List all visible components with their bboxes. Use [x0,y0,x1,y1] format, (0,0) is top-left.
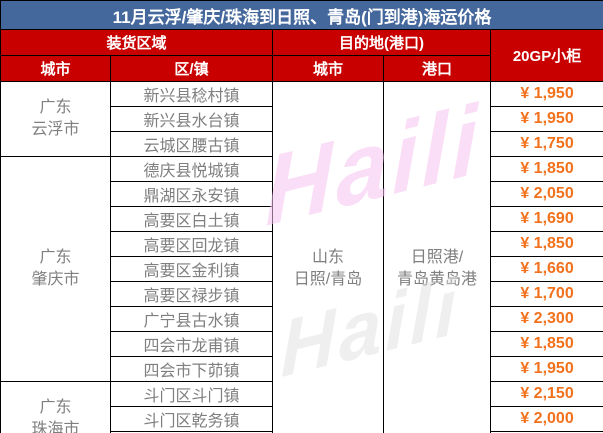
table-row: 云城区腰古镇 ¥ 1,750 [1,131,603,157]
price-cell: ¥ 1,950 [489,106,603,132]
city-cell-zhuhai: 广东 珠海市 [0,381,111,433]
district-cell: 金湾区南水镇 [110,431,273,433]
district-cell: 云城区腰古镇 [110,131,273,157]
header-destination-port: 目的地(港口) [272,29,491,56]
table-row: 高要区金利镇 ¥ 1,660 [1,256,603,282]
price-cell: ¥ 1,850 [489,331,603,357]
price-cell: ¥ 1,750 [489,131,603,157]
table-row: 四会市下茆镇 ¥ 1,950 [1,356,603,382]
district-cell: 四会市下茆镇 [110,356,273,382]
district-cell: 斗门区斗门镇 [110,381,273,407]
price-cell: ¥ 1,950 [489,81,603,107]
title-row: 11月云浮/肇庆/珠海到日照、青岛(门到港)海运价格 [0,0,603,30]
price-cell: ¥ 1,690 [489,206,603,232]
district-cell: 高要区金利镇 [110,256,273,282]
district-cell: 高要区回龙镇 [110,231,273,257]
table-row: 广东 珠海市 斗门区斗门镇 ¥ 2,150 [0,381,603,433]
price-cell: ¥ 2,050 [489,181,603,207]
price-cell: ¥ 1,700 [489,281,603,307]
price-cell: ¥ 1,950 [489,356,603,382]
destination-port-cell: 日照港/ 青岛黄岛港 [383,81,491,433]
city-cell-zhaoqing: 广东 肇庆市 [0,156,111,382]
table-row: 广东 云浮市 新兴县稔村镇 山东 日照/青岛 日照港/ 青岛黄岛港 ¥ 1,95… [0,81,603,433]
header-row-groups: 装货区域 目的地(港口) 20GP小柜 [0,29,603,82]
destination-city-cell: 山东 日照/青岛 [272,81,384,433]
page-title: 11月云浮/肇庆/珠海到日照、青岛(门到港)海运价格 [0,0,603,30]
header-district-town: 区/镇 [110,55,273,82]
price-cell: ¥ 2,300 [489,306,603,332]
district-cell: 斗门区乾务镇 [110,406,273,432]
district-cell: 德庆县悦城镇 [110,156,273,182]
table-row: 金湾区南水镇 ¥ 1,700 [1,431,603,433]
table-row: 广宁县古水镇 ¥ 2,300 [1,306,603,332]
price-cell: ¥ 2,000 [489,406,603,432]
price-cell: ¥ 1,850 [489,156,603,182]
city-cell-yunfu: 广东 云浮市 [0,81,111,157]
table-row: 斗门区乾务镇 ¥ 2,000 [1,406,603,432]
table-row: 高要区回龙镇 ¥ 1,850 [1,231,603,257]
district-cell: 鼎湖区永安镇 [110,181,273,207]
district-cell: 高要区禄步镇 [110,281,273,307]
district-cell: 广宁县古水镇 [110,306,273,332]
header-row-columns: 城市 区/镇 城市 港口 [0,55,603,82]
price-cell: ¥ 1,660 [489,256,603,282]
district-cell: 高要区白土镇 [110,206,273,232]
header-port: 港口 [383,55,491,82]
table-row: 广东 肇庆市 德庆县悦城镇 ¥ 1,850 [0,156,603,382]
district-cell: 四会市龙甫镇 [110,331,273,357]
district-cell: 新兴县稔村镇 [110,81,273,107]
header-city: 城市 [0,55,111,82]
district-cell: 新兴县水台镇 [110,106,273,132]
table-row: 鼎湖区永安镇 ¥ 2,050 [1,181,603,207]
table-row: 新兴县水台镇 ¥ 1,950 [1,106,603,132]
price-cell: ¥ 1,850 [489,231,603,257]
header-loading-area: 装货区域 [0,29,273,56]
header-dest-city: 城市 [272,55,384,82]
table-row: 四会市龙甫镇 ¥ 1,850 [1,331,603,357]
table-row: 高要区禄步镇 ¥ 1,700 [1,281,603,307]
price-cell: ¥ 2,150 [489,381,603,407]
header-container-type: 20GP小柜 [489,29,603,82]
